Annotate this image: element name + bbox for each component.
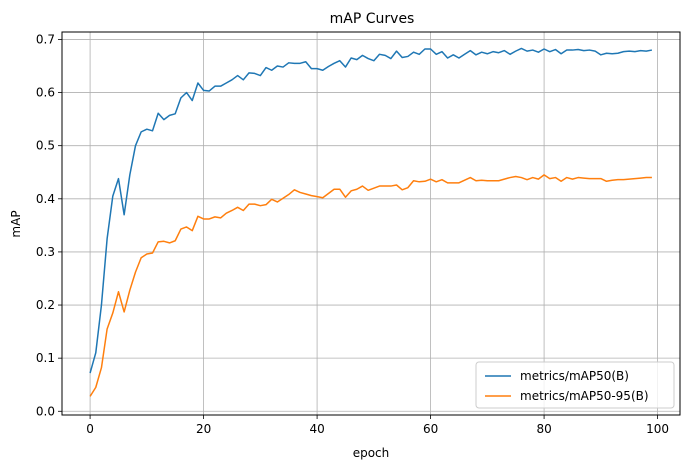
y-tick-label: 0.7 [36,32,55,46]
x-tick-label: 40 [309,422,324,436]
y-tick-label: 0.4 [36,192,55,206]
y-tick-label: 0.6 [36,86,55,100]
y-tick-label: 0.2 [36,298,55,312]
plot-frame [61,31,681,416]
legend-label-map50: metrics/mAP50(B) [520,369,629,383]
y-axis-label: mAP [9,210,23,237]
y-ticks: 0.0 0.1 0.2 0.3 0.4 0.5 0.6 0.7 [36,32,62,418]
grid [62,32,680,415]
x-tick-label: 80 [536,422,551,436]
legend-box [475,361,675,409]
legend-label-map50-95: metrics/mAP50-95(B) [520,389,649,403]
x-tick-label: 20 [196,422,211,436]
y-tick-label: 0.3 [36,245,55,259]
x-ticks: 0 20 40 60 80 100 [86,415,669,436]
x-tick-label: 0 [86,422,94,436]
x-tick-label: 100 [646,422,669,436]
series-line-0 [89,47,653,374]
series-line-1 [89,174,652,397]
y-tick-label: 0.0 [36,404,55,418]
y-tick-label: 0.1 [36,351,55,365]
chart-title: mAP Curves [330,11,415,27]
legend: metrics/mAP50(B) metrics/mAP50-95(B) [475,361,675,409]
x-tick-label: 60 [423,422,438,436]
series-layer [89,47,653,397]
y-tick-label: 0.5 [36,139,55,153]
x-axis-label: epoch [353,446,390,460]
